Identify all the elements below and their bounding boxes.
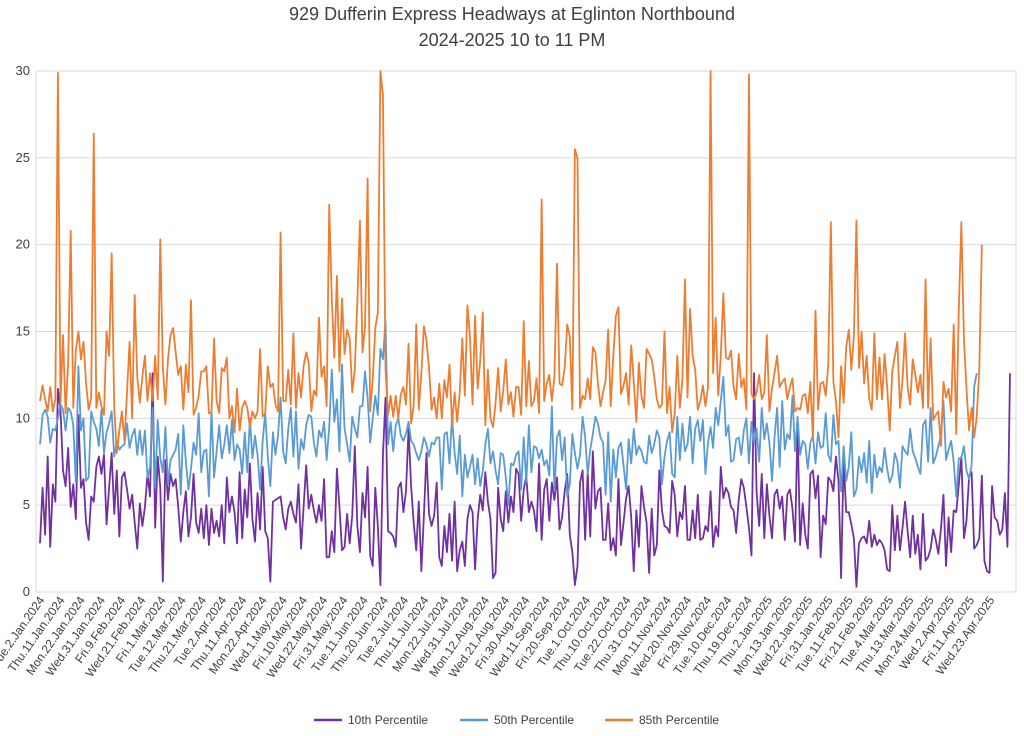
legend-label: 10th Percentile [348,713,428,727]
chart-title: 929 Dufferin Express Headways at Eglinto… [289,4,735,24]
series-line-85th-percentile [39,70,983,454]
y-tick-label: 5 [23,497,30,512]
y-tick-label: 25 [16,150,30,165]
series-line-10th-percentile [39,372,1011,588]
legend-label: 85th Percentile [639,713,719,727]
x-axis: Tue.2.Jan.2024Thu.11.Jan.2024Mon.22.Jan.… [0,593,998,680]
y-axis: 0 5 10 15 20 25 30 [16,63,30,599]
plot-area [39,70,1011,588]
y-tick-label: 15 [16,324,30,339]
chart-subtitle: 2024-2025 10 to 11 PM [419,30,606,50]
series-line-50th-percentile [39,320,978,507]
y-tick-label: 30 [16,63,30,78]
y-tick-label: 10 [16,410,30,425]
y-tick-label: 0 [23,584,30,599]
legend: 10th Percentile 50th Percentile 85th Perce… [314,713,719,727]
legend-label: 50th Percentile [494,713,574,727]
y-tick-label: 20 [16,237,30,252]
